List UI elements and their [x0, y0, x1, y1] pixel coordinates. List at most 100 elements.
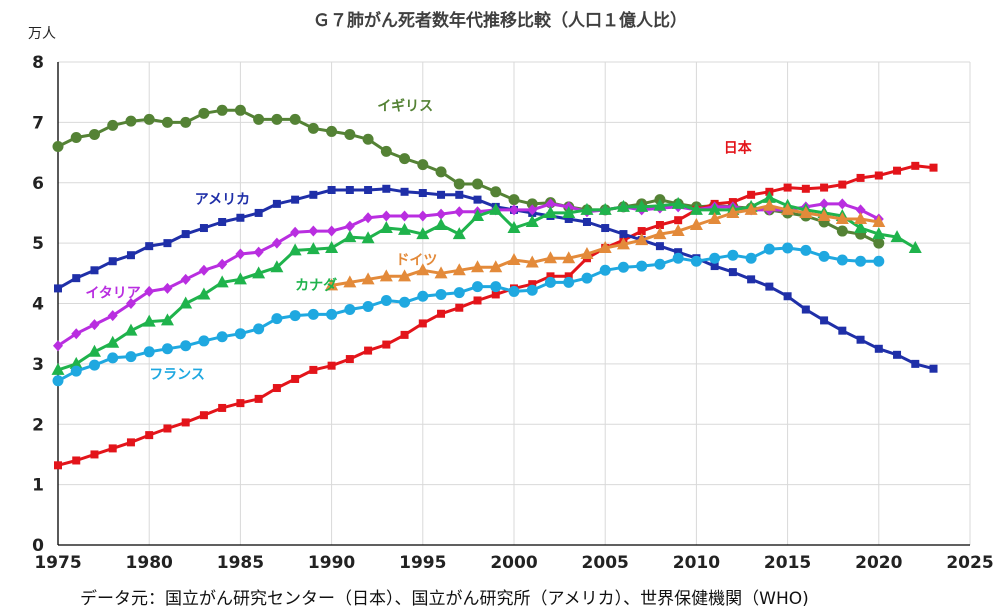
data-point: [434, 266, 448, 279]
data-point: [198, 335, 210, 347]
data-point: [144, 285, 155, 297]
data-point: [525, 255, 539, 268]
data-point: [199, 411, 208, 420]
data-point: [163, 424, 172, 433]
data-point: [654, 258, 666, 270]
data-point: [908, 240, 922, 253]
data-point: [398, 222, 412, 235]
data-point: [617, 261, 629, 273]
data-point: [543, 251, 557, 264]
data-point: [911, 161, 920, 170]
data-point: [893, 350, 902, 359]
data-source-note: データ元：国立がん研究センター（日本）、国立がん研究所（アメリカ）、世界保健機関…: [80, 589, 809, 609]
y-tick-label: 0: [32, 536, 44, 556]
x-tick-label: 2015: [764, 553, 811, 573]
data-point: [781, 202, 795, 215]
data-point: [107, 352, 119, 364]
data-point: [254, 394, 263, 403]
data-point: [362, 133, 374, 145]
data-point: [820, 183, 829, 192]
data-point: [124, 323, 138, 336]
data-point: [435, 288, 447, 300]
data-point: [88, 359, 100, 371]
data-point: [291, 195, 300, 204]
data-point: [893, 166, 902, 175]
data-point: [491, 290, 500, 299]
chart-title: Ｇ７肺がん死者数年代推移比較（人口１億人比）: [313, 10, 687, 31]
data-point: [417, 290, 429, 302]
data-point: [435, 166, 447, 178]
data-point: [51, 362, 65, 375]
data-point: [327, 361, 336, 370]
data-point: [343, 275, 357, 288]
data-point: [635, 199, 649, 212]
data-point: [125, 298, 136, 309]
data-point: [801, 184, 810, 193]
data-point: [653, 227, 667, 240]
data-point: [619, 230, 628, 239]
data-point: [762, 190, 776, 203]
data-point: [361, 272, 375, 285]
data-point: [527, 204, 538, 216]
data-point: [856, 173, 865, 182]
data-point: [400, 330, 409, 339]
data-point: [160, 313, 174, 326]
data-point: [544, 276, 556, 288]
data-point: [289, 113, 301, 125]
data-point: [145, 431, 154, 440]
data-point: [364, 346, 373, 355]
data-point: [473, 296, 482, 305]
data-point: [490, 281, 502, 293]
data-point: [181, 230, 190, 239]
data-point: [747, 190, 756, 199]
data-point: [744, 202, 758, 215]
data-point: [800, 244, 812, 256]
data-point: [874, 344, 883, 353]
x-tick-label: 2010: [673, 553, 720, 573]
data-point: [473, 195, 482, 204]
data-point: [379, 221, 393, 234]
data-point: [89, 319, 100, 331]
data-point: [528, 280, 537, 289]
data-point: [855, 255, 867, 267]
data-point: [836, 225, 848, 237]
data-point: [436, 208, 447, 220]
data-point: [52, 141, 64, 153]
data-point: [309, 190, 318, 199]
data-point: [380, 145, 392, 157]
unit-label: 万人: [28, 26, 56, 42]
data-point: [708, 211, 722, 224]
data-point: [198, 107, 210, 119]
data-point: [455, 303, 464, 312]
series-label: イタリア: [85, 285, 140, 301]
data-point: [379, 269, 393, 282]
gridlines: [57, 61, 971, 546]
data-point: [217, 258, 228, 270]
data-point: [271, 313, 283, 325]
data-point: [254, 208, 263, 217]
data-point: [216, 331, 228, 343]
data-point: [180, 273, 191, 285]
data-point: [782, 242, 794, 254]
data-point: [126, 251, 135, 260]
data-point: [709, 252, 721, 264]
data-point: [690, 255, 702, 267]
data-point: [672, 252, 684, 264]
data-point: [929, 163, 938, 172]
data-point: [817, 208, 831, 221]
data-point: [801, 305, 810, 314]
data-point: [344, 220, 355, 232]
series-label: アメリカ: [195, 192, 250, 208]
data-point: [416, 227, 430, 240]
data-point: [326, 308, 338, 320]
data-point: [835, 211, 849, 224]
data-point: [564, 272, 573, 281]
data-point: [728, 268, 737, 277]
data-point: [398, 269, 412, 282]
data-point: [399, 153, 411, 165]
x-tick-label: 1990: [308, 553, 355, 573]
data-point: [197, 287, 211, 300]
data-point: [671, 196, 685, 209]
